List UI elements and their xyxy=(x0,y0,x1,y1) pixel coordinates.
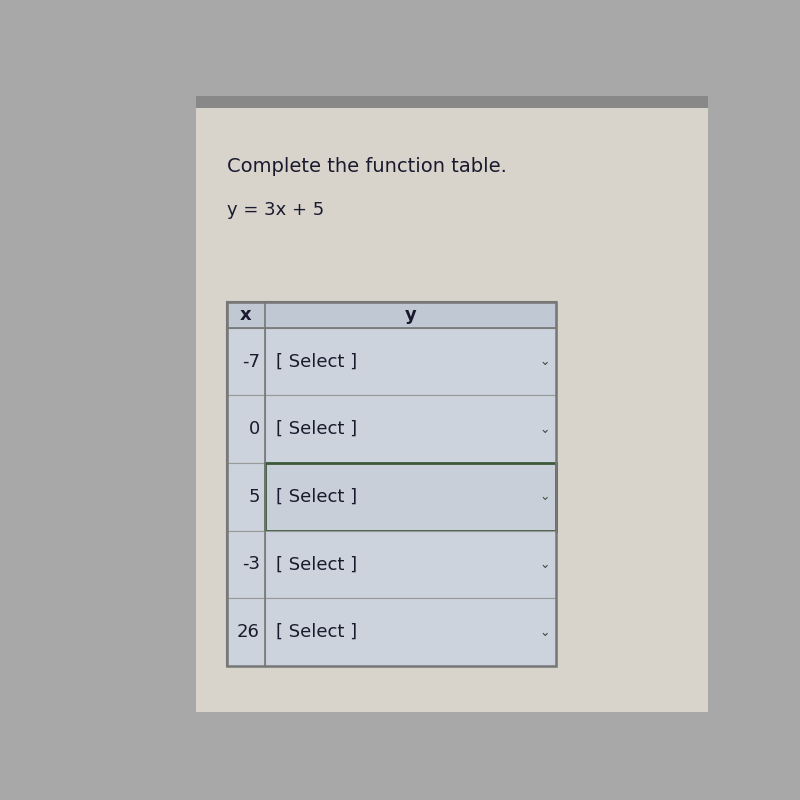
Text: y: y xyxy=(405,306,416,324)
Bar xyxy=(196,96,708,108)
Bar xyxy=(227,328,265,395)
Text: [ Select ]: [ Select ] xyxy=(276,353,357,370)
Bar xyxy=(227,302,556,328)
Text: Complete the function table.: Complete the function table. xyxy=(227,157,507,176)
Text: ⌄: ⌄ xyxy=(539,490,550,503)
Text: ⌄: ⌄ xyxy=(539,626,550,638)
Text: [ Select ]: [ Select ] xyxy=(276,555,357,574)
Text: 5: 5 xyxy=(249,488,260,506)
Bar xyxy=(265,328,556,395)
Text: [ Select ]: [ Select ] xyxy=(276,488,357,506)
Text: ⌄: ⌄ xyxy=(539,422,550,436)
Bar xyxy=(227,530,265,598)
Bar xyxy=(196,96,708,712)
Bar xyxy=(227,302,556,666)
Text: 0: 0 xyxy=(249,420,260,438)
Text: -7: -7 xyxy=(242,353,260,370)
Text: ⌄: ⌄ xyxy=(539,558,550,571)
Text: [ Select ]: [ Select ] xyxy=(276,420,357,438)
Bar xyxy=(265,395,556,463)
Bar xyxy=(227,395,265,463)
Text: -3: -3 xyxy=(242,555,260,574)
Text: 26: 26 xyxy=(237,623,260,641)
Bar xyxy=(227,302,556,666)
Bar xyxy=(265,530,556,598)
Text: ⌄: ⌄ xyxy=(539,355,550,368)
Bar xyxy=(227,463,265,530)
Text: y = 3x + 5: y = 3x + 5 xyxy=(227,202,324,219)
Text: [ Select ]: [ Select ] xyxy=(276,623,357,641)
Bar xyxy=(265,463,556,530)
Text: x: x xyxy=(240,306,252,324)
Bar xyxy=(227,598,265,666)
Bar xyxy=(265,598,556,666)
